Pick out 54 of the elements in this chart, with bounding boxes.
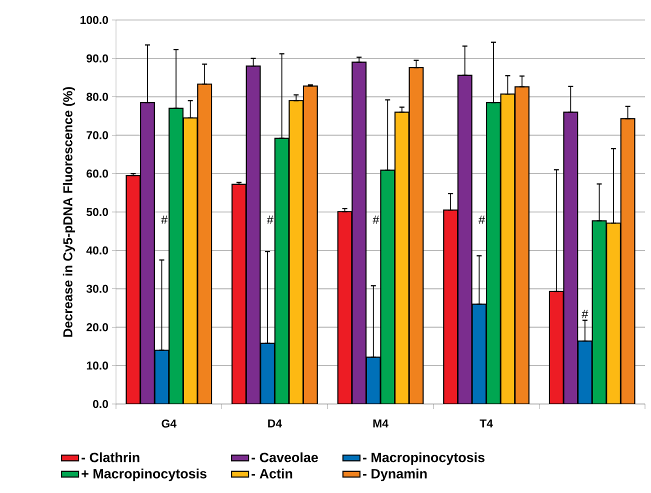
x-tick-label: D4 — [268, 420, 282, 428]
y-tick-label: 70.0 — [86, 131, 108, 140]
bar — [457, 74, 472, 404]
bar — [592, 220, 607, 404]
y-tick-label: 10.0 — [86, 362, 108, 370]
y-tick-label: 0.0 — [93, 400, 108, 408]
y-tick-label: 80.0 — [86, 92, 108, 101]
data-label: # — [582, 310, 588, 318]
legend-label: + Macropinocytosis — [82, 468, 206, 482]
annotation: # — [161, 216, 168, 224]
y-tick-label: 50.0 — [86, 208, 108, 216]
bar — [606, 222, 622, 404]
bar — [352, 62, 367, 404]
bar — [140, 102, 155, 404]
y-tick-label: 90.0 — [86, 54, 108, 62]
bar — [288, 100, 304, 404]
bar — [500, 94, 516, 404]
y-axis-title: Decrease in Cy5-pDNA Fluorescence (%) — [62, 87, 75, 337]
bar — [577, 340, 592, 404]
legend-label: - Caveolae — [252, 452, 318, 462]
bar — [168, 108, 184, 404]
bar — [197, 84, 212, 404]
y-tick-label: 20.0 — [86, 323, 108, 332]
bar — [260, 342, 276, 404]
annotation: # — [372, 216, 380, 224]
bar — [380, 170, 396, 404]
bar — [394, 112, 410, 404]
legend-label: - Macropinocytosis — [363, 452, 485, 465]
bar — [408, 67, 424, 404]
x-tick-label: T4 — [480, 420, 493, 428]
bar — [443, 210, 458, 404]
bar — [126, 174, 141, 404]
bar — [232, 184, 246, 404]
bar — [563, 112, 578, 404]
annotation: # — [478, 216, 486, 224]
bar — [182, 117, 198, 404]
legend-label: - Actin — [252, 468, 292, 478]
bar — [620, 118, 636, 404]
y-tick-label: 60.0 — [86, 170, 108, 178]
x-tick-label: G4 — [162, 420, 176, 428]
legend-label: - Clathrin — [82, 452, 140, 462]
y-tick-label: 40.0 — [86, 246, 108, 254]
bar — [302, 85, 318, 404]
bar — [514, 86, 530, 404]
bar — [486, 102, 501, 404]
bar — [246, 66, 261, 404]
bar — [274, 138, 290, 404]
bar — [337, 211, 352, 404]
y-tick-label: 100.0 — [80, 16, 108, 24]
bar — [548, 290, 564, 404]
y-tick-label: 30.0 — [86, 284, 108, 293]
annotation: # — [266, 216, 274, 224]
x-tick-label: M4 — [373, 420, 388, 428]
legend-label: - Dynamin — [363, 468, 427, 482]
